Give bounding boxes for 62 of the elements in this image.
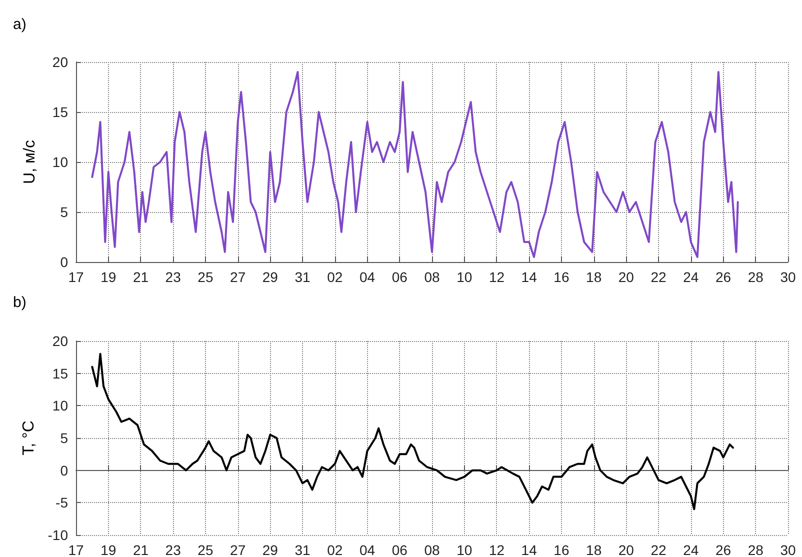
x-tick-label: 12: [488, 542, 505, 557]
x-tick-label: 24: [683, 542, 699, 557]
x-tick-label: 22: [650, 269, 667, 285]
y-tick-label: 5: [60, 430, 68, 446]
x-tick-label: 31: [294, 542, 311, 557]
y-tick-label: 0: [60, 462, 68, 478]
y-tick-label: -10: [48, 527, 68, 543]
y-tick-label: -5: [56, 494, 68, 511]
x-tick-label: 29: [262, 542, 278, 557]
x-tick-label: 17: [68, 269, 84, 285]
x-tick-label: 08: [424, 269, 440, 285]
x-tick-label: 23: [165, 269, 182, 285]
y-tick-label: 10: [52, 154, 68, 170]
x-tick-label: 06: [392, 542, 408, 557]
x-tick-label: 04: [359, 542, 376, 557]
y-tick-label: 5: [60, 204, 68, 220]
x-tick-label: 08: [424, 542, 440, 557]
x-tick-label: 23: [165, 542, 182, 557]
y-tick-label: 10: [52, 398, 68, 414]
x-tick-label: 16: [554, 269, 570, 285]
x-tick-label: 30: [780, 269, 796, 285]
x-tick-label: 20: [618, 542, 634, 557]
x-tick-label: 28: [748, 269, 764, 285]
x-tick-label: 02: [327, 269, 343, 285]
x-tick-label: 31: [294, 269, 311, 285]
x-tick-label: 06: [392, 269, 408, 285]
x-tick-label: 30: [780, 542, 796, 557]
x-tick-label: 29: [262, 269, 278, 285]
x-tick-label: 18: [586, 269, 602, 285]
x-tick-label: 02: [327, 542, 343, 557]
x-tick-label: 10: [456, 269, 472, 285]
chart-title: a): [13, 16, 26, 33]
x-tick-label: 04: [359, 269, 376, 285]
x-tick-label: 21: [132, 269, 149, 285]
x-tick-label: 26: [715, 542, 732, 557]
x-tick-label: 28: [748, 542, 764, 557]
x-tick-label: 16: [554, 542, 570, 557]
y-tick-label: 15: [52, 104, 68, 120]
x-tick-label: 25: [198, 269, 214, 285]
x-tick-label: 10: [456, 542, 472, 557]
y-tick-label: 20: [52, 54, 68, 70]
x-tick-label: 26: [715, 269, 732, 285]
x-tick-label: 19: [100, 542, 116, 557]
x-tick-label: 21: [132, 542, 149, 557]
x-tick-label: 24: [683, 269, 699, 285]
y-axis-title: U, м/с: [22, 140, 38, 184]
x-tick-label: 17: [68, 542, 84, 557]
x-tick-label: 25: [198, 542, 214, 557]
chart-title: b): [13, 294, 26, 311]
y-tick-label: 0: [60, 254, 68, 270]
x-tick-label: 27: [230, 542, 246, 557]
x-tick-label: 14: [521, 542, 538, 557]
x-tick-label: 12: [488, 269, 505, 285]
x-tick-label: 14: [521, 269, 538, 285]
x-tick-label: 20: [618, 269, 634, 285]
x-tick-label: 18: [586, 542, 602, 557]
x-tick-label: 27: [230, 269, 246, 285]
y-axis-title: T, °C: [20, 420, 38, 456]
y-tick-label: 20: [52, 333, 68, 349]
x-tick-label: 19: [100, 269, 116, 285]
y-tick-label: 15: [52, 365, 68, 382]
x-tick-label: 22: [650, 542, 667, 557]
